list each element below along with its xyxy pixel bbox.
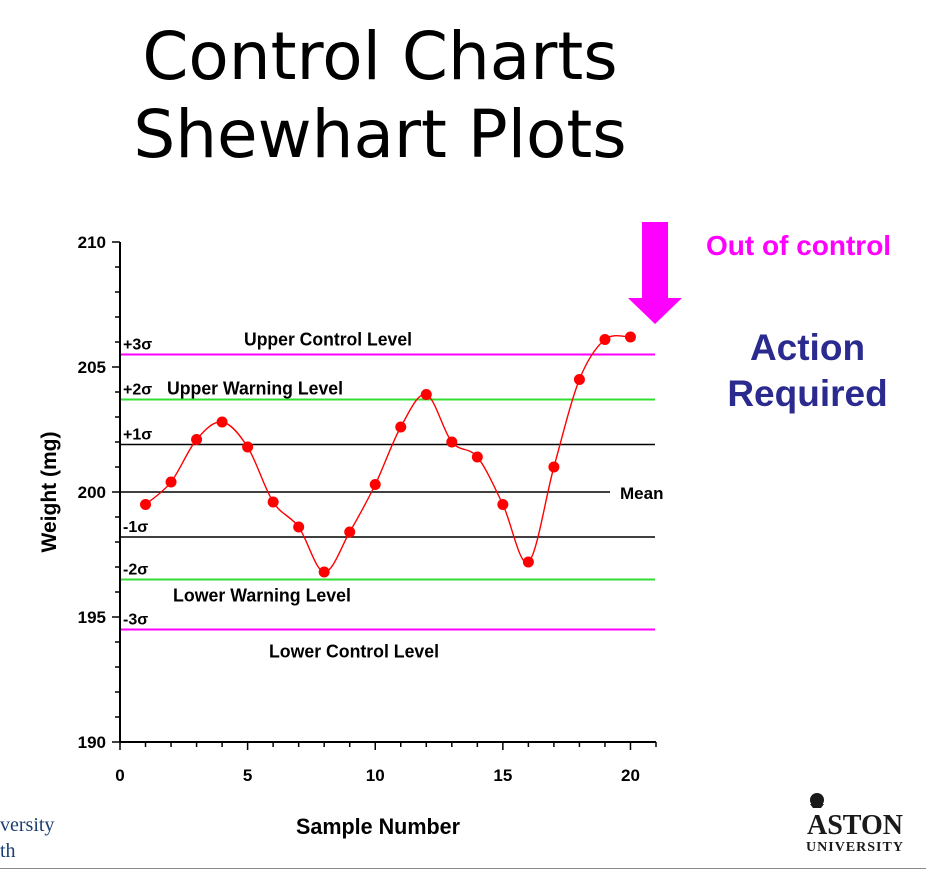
university-line-2: th [0, 840, 16, 862]
title-line-2: Shewhart Plots [133, 96, 627, 173]
x-tick-label: 0 [115, 766, 124, 785]
mean-label: Mean [620, 484, 663, 503]
aston-crest-icon [810, 793, 824, 808]
y-tick-label: 205 [78, 358, 106, 377]
action-line-1: Action [749, 327, 866, 368]
data-point [497, 499, 509, 510]
data-point [140, 499, 152, 510]
data-point [420, 389, 432, 400]
data-point [522, 556, 534, 568]
data-point [267, 496, 279, 508]
university-name-fragment: versity th [0, 812, 54, 864]
title-line-1: Control Charts [142, 18, 618, 95]
data-point [548, 461, 560, 473]
x-tick-label: 15 [493, 766, 512, 785]
sigma-label: -3σ [123, 612, 148, 629]
y-tick-label: 200 [78, 483, 106, 502]
data-point [293, 521, 305, 533]
reference-lines: +3σ Upper Control Level +2σ Upper Warning L… [120, 330, 663, 662]
y-axis-label: Weight (mg) [38, 432, 61, 553]
y-ticks: 190 195 200 205 210 [78, 233, 120, 752]
data-point [471, 451, 483, 463]
logo-text-aston: ASTON [807, 810, 903, 841]
data-point [395, 421, 407, 433]
sigma-label: +3σ [123, 337, 152, 354]
slide-title: Control Charts Shewhart Plots [0, 18, 760, 174]
chart-axes: 190 195 200 205 210 0 5 10 15 20 [78, 233, 657, 785]
y-tick-label: 190 [78, 733, 106, 752]
university-line-1: versity [0, 814, 55, 836]
sigma-label: +2σ [123, 382, 152, 399]
data-point [599, 334, 611, 345]
level-label: Upper Control Level [244, 330, 412, 350]
logo-text-university: UNIVERSITY [806, 840, 904, 855]
data-point [624, 331, 636, 343]
x-tick-label: 10 [366, 766, 385, 785]
x-tick-label: 20 [621, 766, 640, 785]
data-points [140, 331, 636, 578]
data-point [369, 479, 381, 490]
data-point [191, 434, 203, 445]
out-of-control-callout: Out of control [706, 230, 892, 261]
y-tick-label: 195 [78, 608, 106, 627]
sigma-label: +1σ [123, 427, 152, 444]
x-axis-label: Sample Number [296, 814, 460, 839]
y-tick-label: 210 [78, 233, 106, 252]
level-label: Upper Warning Level [167, 379, 343, 399]
data-point [165, 476, 177, 488]
x-tick-label: 5 [243, 766, 252, 785]
action-line-2: Required [727, 373, 888, 414]
action-required-callout: Action Required [700, 325, 915, 417]
data-point [242, 441, 254, 453]
data-point [216, 416, 228, 428]
sigma-label: -1σ [123, 519, 148, 536]
data-point [318, 566, 330, 578]
x-ticks: 0 5 10 15 20 [115, 742, 657, 785]
level-label: Lower Warning Level [173, 586, 351, 606]
data-point [344, 526, 356, 538]
down-arrow-icon [628, 222, 682, 324]
data-point [573, 374, 585, 385]
level-label: Lower Control Level [269, 642, 439, 662]
data-point [446, 436, 458, 448]
footer-rule [0, 868, 926, 869]
sigma-label: -2σ [123, 562, 148, 579]
aston-university-logo: ASTON UNIVERSITY [806, 793, 904, 855]
